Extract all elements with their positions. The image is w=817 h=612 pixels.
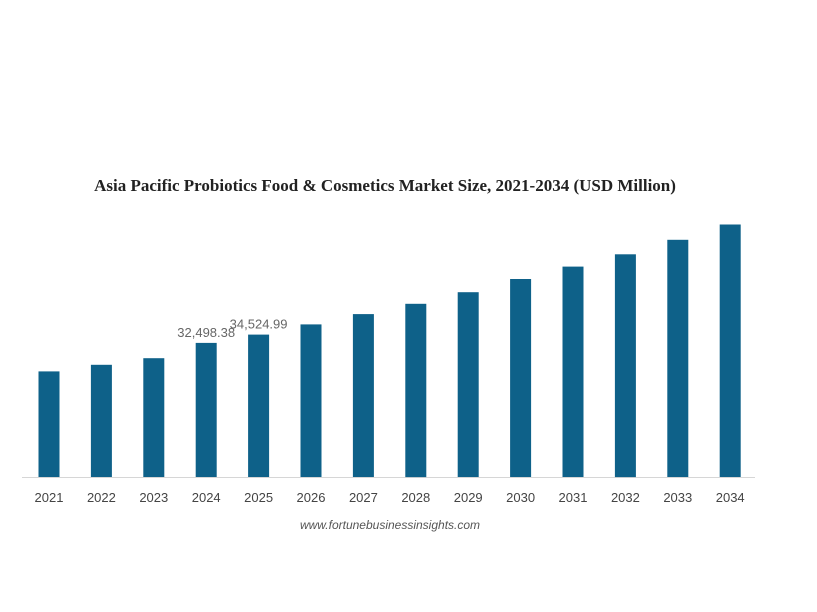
x-tick-label-2023: 2023 [139,490,168,505]
x-tick-label-2028: 2028 [401,490,430,505]
bar-2030 [510,279,532,477]
data-label-2024: 32,498.38 [177,325,235,340]
x-tick-label-2024: 2024 [192,490,221,505]
x-tick-label-2025: 2025 [244,490,273,505]
bar-2034 [719,224,741,477]
source-credit: www.fortunebusinessinsights.com [299,518,481,532]
x-tick-label-2031: 2031 [559,490,588,505]
x-tick-label-2030: 2030 [506,490,535,505]
bar-2033 [667,239,689,477]
x-tick-label-2034: 2034 [716,490,745,505]
x-tick-label-2027: 2027 [349,490,378,505]
bar-2023 [143,358,165,477]
x-tick-label-2033: 2033 [663,490,692,505]
bar-2021 [38,371,60,477]
bar-2032 [614,254,636,478]
bar-2022 [90,364,112,477]
bar-2025 [248,334,270,477]
bar-2024 [195,342,217,477]
bar-2031 [562,266,584,477]
chart-title: Asia Pacific Probiotics Food & Cosmetics… [94,176,676,195]
x-tick-label-2022: 2022 [87,490,116,505]
bar-2026 [300,324,322,477]
bar-2028 [405,303,427,478]
bar-2029 [457,292,479,477]
x-tick-label-2029: 2029 [454,490,483,505]
data-label-2025: 34,524.99 [230,317,288,332]
x-tick-label-2032: 2032 [611,490,640,505]
bar-2027 [352,314,374,477]
x-tick-label-2021: 2021 [35,490,64,505]
x-tick-label-2026: 2026 [297,490,326,505]
